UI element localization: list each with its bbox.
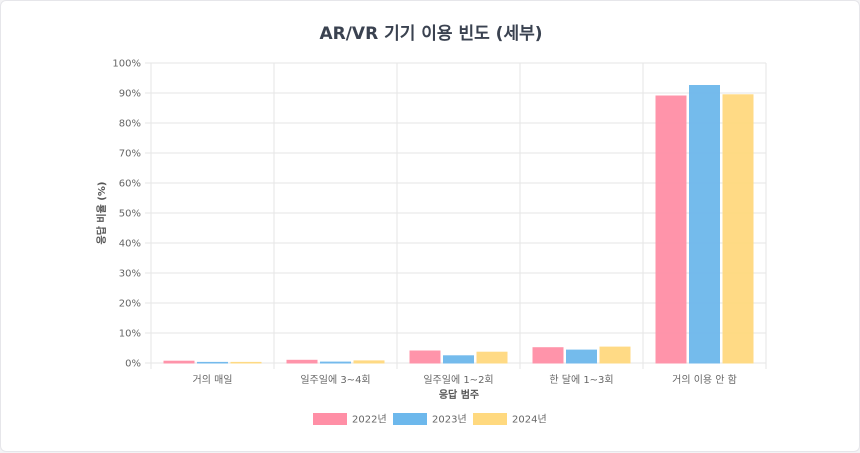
y-tick-label: 70% xyxy=(119,149,141,160)
y-tick-label: 50% xyxy=(119,209,141,220)
bar[interactable] xyxy=(689,85,720,364)
y-tick-label: 30% xyxy=(119,269,141,280)
grid-lines xyxy=(145,62,767,369)
legend-label[interactable]: 2023년 xyxy=(432,414,467,426)
bar[interactable] xyxy=(197,361,228,364)
y-tick-label: 40% xyxy=(119,239,141,250)
x-tick-label: 일주일에 1~2회 xyxy=(423,374,493,386)
y-tick-label: 80% xyxy=(119,119,141,130)
bar[interactable] xyxy=(409,350,441,364)
chart-title: AR/VR 기기 이용 빈도 (세부) xyxy=(319,24,542,44)
legend-swatch[interactable] xyxy=(313,413,347,425)
legend-swatch[interactable] xyxy=(473,413,507,425)
y-tick-label: 60% xyxy=(119,179,141,190)
x-tick-label: 일주일에 3~4회 xyxy=(300,374,370,386)
bars xyxy=(163,85,754,364)
bar[interactable] xyxy=(476,351,508,364)
legend-label[interactable]: 2022년 xyxy=(352,414,387,426)
x-tick-label: 한 달에 1~3회 xyxy=(549,374,613,386)
y-tick-label: 0% xyxy=(125,359,141,370)
x-tick-label: 거의 이용 안 함 xyxy=(672,374,737,386)
legend-swatch[interactable] xyxy=(393,413,427,425)
x-tick-label: 거의 매일 xyxy=(193,374,233,386)
bar[interactable] xyxy=(599,346,631,364)
legend[interactable]: 2022년 2023년 2024년 xyxy=(313,413,547,426)
y-axis-ticks: 0% 10% 20% 30% 40% 50% 60% 70% 80% 90% 100% xyxy=(112,59,141,370)
y-tick-label: 10% xyxy=(119,329,141,340)
bar[interactable] xyxy=(320,361,351,364)
bar[interactable] xyxy=(230,361,262,364)
legend-label[interactable]: 2024년 xyxy=(512,414,547,426)
bar[interactable] xyxy=(353,360,385,364)
y-tick-label: 90% xyxy=(119,89,141,100)
bar[interactable] xyxy=(655,95,687,364)
bar[interactable] xyxy=(532,347,564,364)
bar[interactable] xyxy=(566,349,597,364)
bar[interactable] xyxy=(286,359,318,364)
y-tick-label: 20% xyxy=(119,299,141,310)
bar[interactable] xyxy=(722,94,754,364)
y-tick-label: 100% xyxy=(112,59,141,70)
x-axis-title: 응답 범주 xyxy=(439,388,479,401)
y-axis-title: 응답 비율 (%) xyxy=(95,182,108,245)
bar[interactable] xyxy=(443,355,474,364)
x-axis-ticks: 거의 매일 일주일에 3~4회 일주일에 1~2회 한 달에 1~3회 거의 이용 안 … xyxy=(193,374,737,386)
bar[interactable] xyxy=(163,360,195,364)
